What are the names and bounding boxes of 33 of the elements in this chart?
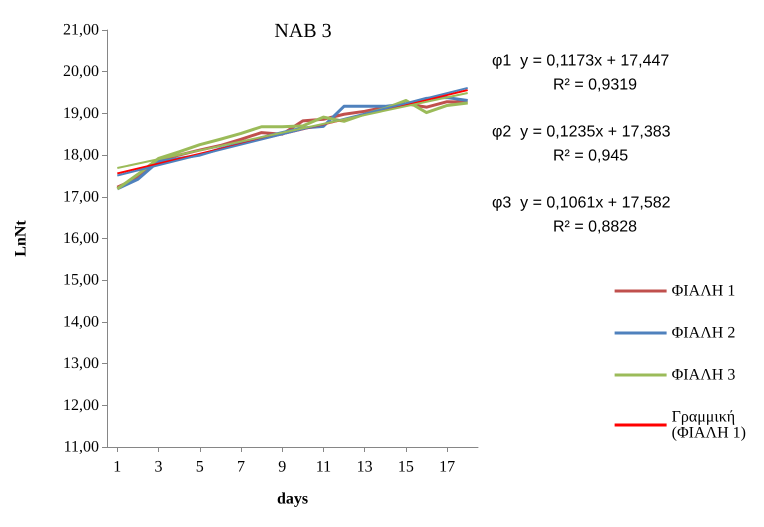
x-tick-label: 7 (236, 458, 245, 476)
y-tick-label: 11,00 (64, 438, 99, 456)
x-tick-label: 17 (439, 458, 456, 476)
x-tick-label: 9 (278, 458, 286, 476)
text: R² = 0,9319 (553, 76, 638, 94)
y-axis-title: LnNt (12, 220, 30, 257)
legend-label: Γραμμική (ΦΙΑΛΗ 1) (672, 408, 746, 442)
text: R² = 0,8828 (553, 218, 638, 236)
x-tick-label: 11 (316, 458, 332, 476)
y-tick-label: 17,00 (63, 188, 99, 206)
text: φ2 y = 0,1235x + 17,383 (492, 124, 671, 140)
x-tick-label: 3 (154, 458, 163, 476)
x-tick-label: 1 (113, 458, 122, 476)
y-tick-label: 13,00 (63, 355, 99, 372)
legend-label: ΦΙΑΛΗ 1 (672, 282, 736, 300)
x-tick-label: 15 (398, 458, 414, 476)
x-tick-label: 13 (356, 458, 373, 476)
y-tick-label: 16,00 (63, 230, 99, 247)
legend-label: ΦΙΑΛΗ 2 (672, 324, 736, 342)
legend-label: ΦΙΑΛΗ 3 (672, 366, 736, 384)
text: φ1 y = 0,1173x + 17,447 (492, 52, 670, 70)
y-tick-label: 21,00 (63, 22, 99, 38)
y-tick-label: 14,00 (63, 313, 99, 330)
y-tick-label: 19,00 (63, 104, 99, 122)
text: R² = 0,945 (553, 148, 628, 164)
text: φ3 y = 0,1061x + 17,582 (492, 194, 671, 212)
x-axis-title: days (276, 490, 308, 508)
x-tick-label: 5 (196, 458, 204, 476)
y-tick-label: 15,00 (63, 272, 99, 289)
y-tick-label: 18,00 (63, 146, 99, 164)
y-tick-label: 20,00 (63, 63, 99, 80)
chart-title: NAB 3 (274, 20, 332, 42)
y-tick-label: 12,00 (63, 396, 99, 414)
